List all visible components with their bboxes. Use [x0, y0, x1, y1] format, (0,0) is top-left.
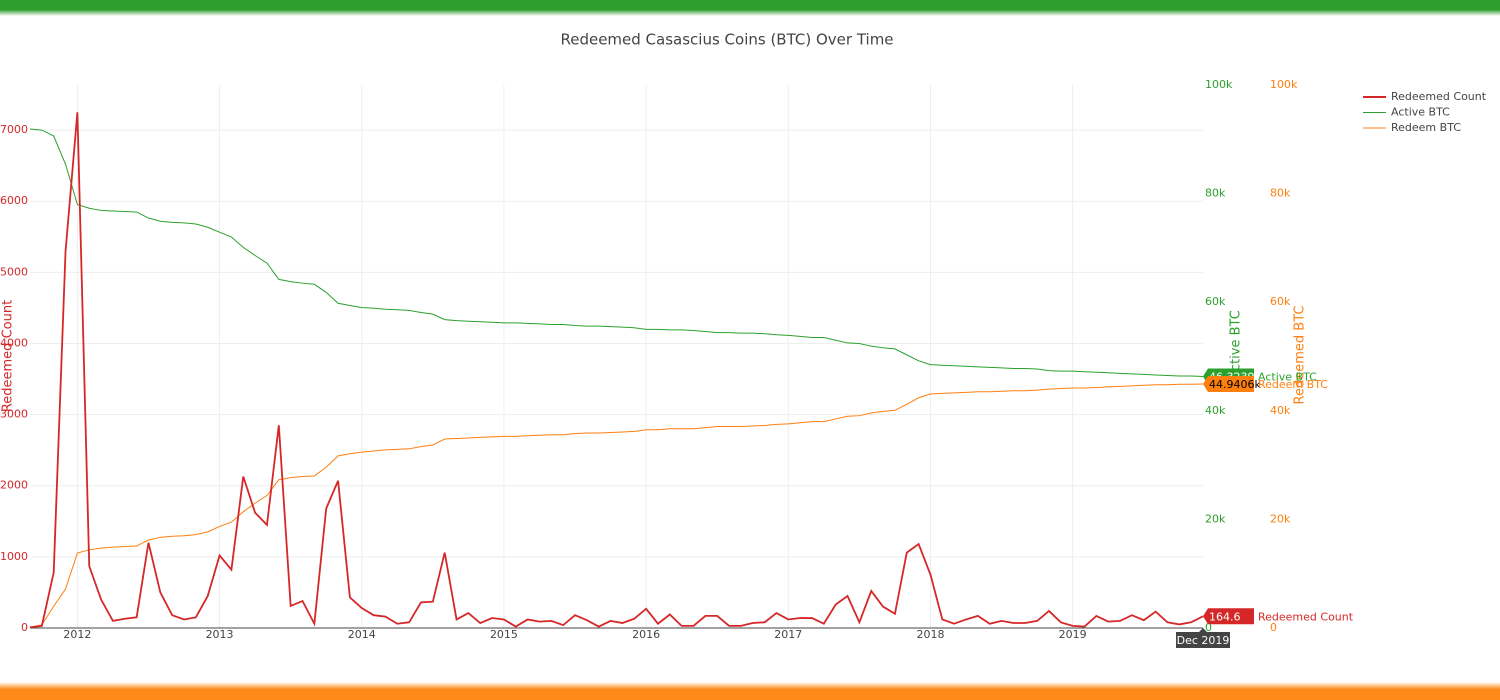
y-tick-label: 7000 [0, 123, 28, 136]
grid [30, 85, 1203, 629]
x-tick-label: 2018 [916, 628, 944, 641]
y-tick-label: 0 [21, 621, 28, 634]
y-tick-label: 2000 [0, 479, 28, 492]
y3ticks-tick-label: 100k [1270, 78, 1298, 91]
legend-label: Active BTC [1391, 106, 1450, 119]
y-tick-label: 1000 [0, 550, 28, 563]
y2-axis-title: Active BTC [1229, 310, 1244, 380]
hover-name: Redeem BTC [1258, 378, 1328, 391]
y2ticks-tick-label: 20k [1205, 512, 1226, 525]
y-tick-label: 4000 [0, 336, 28, 349]
hover-value: 44.9406k [1209, 378, 1261, 391]
hover-x-label: Dec 2019 [1177, 634, 1230, 647]
y-tick-label: 6000 [0, 194, 28, 207]
x-tick-label: 2017 [774, 628, 802, 641]
series-line [29, 128, 1204, 377]
hover-x-box [1176, 628, 1230, 648]
series-line [29, 383, 1204, 628]
plot: 2012 2013 2014 2015 2016 2017 2018 2019 0 1000 200… [0, 78, 1487, 648]
hover-value: 164.6 [1209, 610, 1241, 623]
y3ticks-tick-label: 0 [1270, 621, 1277, 634]
y3ticks-tick-label: 20k [1270, 512, 1291, 525]
x-tick-label: 2019 [1059, 628, 1087, 641]
x-tick-label: 2013 [206, 628, 234, 641]
y3ticks-tick-label: 40k [1270, 404, 1291, 417]
y3-axis-title: Redeemed BTC [1293, 306, 1308, 405]
y-tick-label: 3000 [0, 408, 28, 421]
y2ticks-tick-label: 40k [1205, 404, 1226, 417]
top-band [0, 0, 1500, 16]
x-tick-label: 2012 [63, 628, 91, 641]
x-tick-label: 2015 [490, 628, 518, 641]
x-tick-label: 2014 [348, 628, 376, 641]
hover-box [1203, 608, 1254, 625]
y2ticks-tick-label: 80k [1205, 187, 1226, 200]
chart-title: Redeemed Casascius Coins (BTC) Over Time [560, 31, 893, 49]
y-axis-title: Redeemed Count [1, 300, 16, 412]
y3ticks-tick-label: 80k [1270, 187, 1291, 200]
y2ticks-tick-label: 60k [1205, 295, 1226, 308]
hover-box [1203, 375, 1254, 392]
legend-label: Redeemed Count [1391, 90, 1487, 103]
hover-name: Redeemed Count [1258, 610, 1354, 623]
series-line [29, 112, 1204, 629]
y3ticks-tick-label: 60k [1270, 295, 1291, 308]
hover-name: Active BTC [1258, 370, 1317, 383]
legend-label: Redeem BTC [1391, 121, 1461, 134]
y2ticks-tick-label: 100k [1205, 78, 1233, 91]
y2ticks-tick-label: 0 [1205, 621, 1212, 634]
bottom-band [0, 682, 1500, 700]
y-tick-label: 5000 [0, 265, 28, 278]
x-tick-label: 2016 [632, 628, 660, 641]
